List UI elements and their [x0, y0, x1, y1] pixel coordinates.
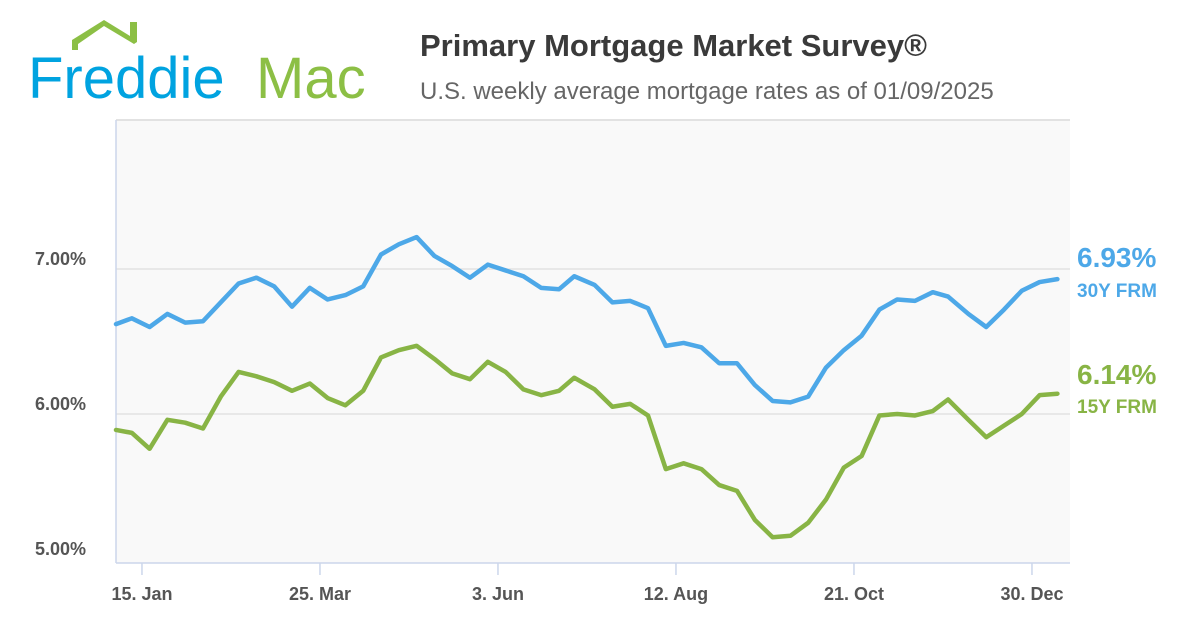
logo-text-freddie: Freddie — [28, 46, 225, 103]
y-tick-label: 5.00% — [35, 539, 86, 559]
x-tick-label: 15. Jan — [111, 584, 172, 604]
chart-title: Primary Mortgage Market Survey® — [420, 28, 927, 63]
freddie-mac-logo: Freddie Mac — [28, 20, 366, 103]
frm30-series-label: 30Y FRM — [1077, 281, 1157, 302]
chart-subtitle: U.S. weekly average mortgage rates as of… — [420, 78, 994, 105]
frm30-series-line — [113, 234, 1060, 405]
logo-text-mac: Mac — [256, 46, 366, 103]
plot-background — [116, 120, 1070, 563]
x-tick-label: 30. Dec — [1000, 584, 1063, 604]
y-tick-label: 7.00% — [35, 249, 86, 269]
frm15-end-value: 6.14% — [1077, 359, 1157, 390]
frm30-end-value: 6.93% — [1077, 242, 1157, 273]
x-tick-label: 21. Oct — [824, 584, 884, 604]
x-tick-label: 12. Aug — [644, 584, 708, 604]
x-tick-label: 25. Mar — [289, 584, 351, 604]
frm15-series-label: 15Y FRM — [1077, 397, 1157, 418]
frm15-series-line — [113, 343, 1060, 540]
x-tick-label: 3. Jun — [472, 584, 524, 604]
y-tick-label: 6.00% — [35, 394, 86, 414]
